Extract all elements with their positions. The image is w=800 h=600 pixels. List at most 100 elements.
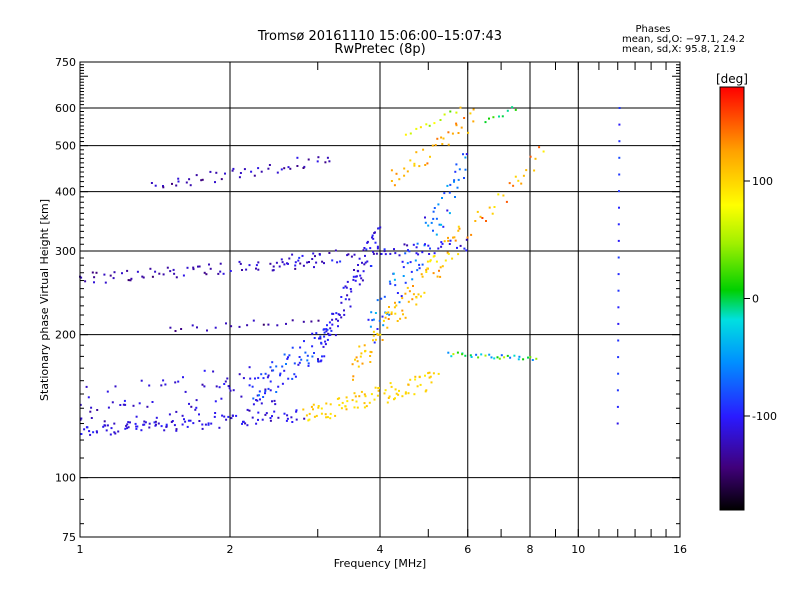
data-point <box>338 404 341 407</box>
data-point <box>376 247 379 250</box>
data-point <box>422 148 425 151</box>
data-point <box>264 390 267 393</box>
data-point <box>533 169 536 172</box>
data-point <box>110 427 113 430</box>
data-point <box>433 255 436 257</box>
data-point <box>411 298 414 301</box>
data-point <box>496 356 499 359</box>
data-point <box>105 429 108 432</box>
data-point <box>162 379 165 382</box>
data-point <box>253 174 256 177</box>
data-point <box>522 174 525 177</box>
data-point <box>191 324 194 327</box>
data-point <box>160 425 163 428</box>
data-point <box>617 289 620 292</box>
data-point <box>307 419 310 422</box>
data-point <box>406 170 409 173</box>
data-point <box>291 377 294 380</box>
data-point <box>279 372 282 375</box>
data-point <box>337 319 339 322</box>
data-point <box>364 261 367 264</box>
data-point <box>369 247 372 250</box>
data-point <box>90 406 93 409</box>
data-point <box>106 424 109 427</box>
data-point <box>283 369 286 372</box>
data-point <box>295 418 298 421</box>
data-point <box>138 402 141 405</box>
data-point <box>321 260 324 263</box>
data-point <box>223 415 226 418</box>
data-point <box>404 133 407 136</box>
data-point <box>313 266 315 269</box>
data-point <box>357 365 360 368</box>
data-point <box>143 420 146 423</box>
data-point <box>265 412 268 415</box>
colorbar-tick-label: -100 <box>752 410 777 423</box>
data-point <box>285 419 288 422</box>
x-tick-label: 2 <box>227 543 234 556</box>
data-point <box>453 180 455 183</box>
data-point <box>207 422 210 425</box>
data-point <box>283 167 286 170</box>
data-point <box>198 420 201 422</box>
data-point <box>114 385 117 388</box>
data-point <box>185 181 188 184</box>
data-point <box>126 269 129 272</box>
data-point <box>306 354 309 357</box>
data-point <box>399 317 402 320</box>
data-point <box>311 332 314 335</box>
colorbar-tick-label: 100 <box>752 175 773 188</box>
data-point <box>334 249 337 252</box>
data-point <box>529 155 532 158</box>
data-point <box>522 358 525 361</box>
data-point <box>436 137 439 140</box>
data-point <box>195 399 198 402</box>
data-point <box>371 234 374 237</box>
data-point <box>374 338 377 341</box>
data-point <box>398 301 401 304</box>
data-point <box>374 241 377 244</box>
data-point <box>315 332 318 335</box>
data-point <box>477 356 480 359</box>
data-point <box>277 416 280 419</box>
data-point <box>440 136 443 139</box>
data-point <box>214 412 217 414</box>
data-point <box>349 288 352 290</box>
data-point <box>280 258 283 261</box>
data-point <box>360 352 363 355</box>
data-point <box>330 329 333 332</box>
chart-title: Tromsø 20161110 15:06:00–15:07:43 <box>257 29 502 44</box>
data-point <box>194 408 197 411</box>
data-point <box>175 184 178 187</box>
data-point <box>175 428 178 431</box>
data-point <box>412 243 415 246</box>
data-point <box>260 373 263 376</box>
data-point <box>95 271 98 274</box>
data-point <box>319 335 322 338</box>
data-point <box>163 429 166 432</box>
data-point <box>352 275 355 278</box>
data-point <box>223 383 226 385</box>
data-point <box>227 385 230 388</box>
data-point <box>96 431 98 434</box>
data-point <box>401 309 404 312</box>
x-axis-ticks: 1 2 4 6 8 10 16 <box>77 62 687 556</box>
data-point <box>298 256 301 259</box>
data-point <box>418 376 421 379</box>
data-point <box>329 403 332 406</box>
data-point <box>271 400 273 403</box>
data-point <box>617 223 620 226</box>
data-point <box>217 272 220 275</box>
data-point <box>266 376 269 379</box>
data-point <box>361 362 364 365</box>
data-point <box>329 417 332 420</box>
data-point <box>416 242 419 245</box>
data-point <box>325 330 328 333</box>
data-point <box>501 115 504 118</box>
data-point <box>298 356 301 358</box>
data-point <box>208 263 210 266</box>
data-point <box>457 132 460 134</box>
y-tick-label: 100 <box>55 472 76 485</box>
data-point <box>285 322 287 325</box>
data-point <box>273 410 276 413</box>
